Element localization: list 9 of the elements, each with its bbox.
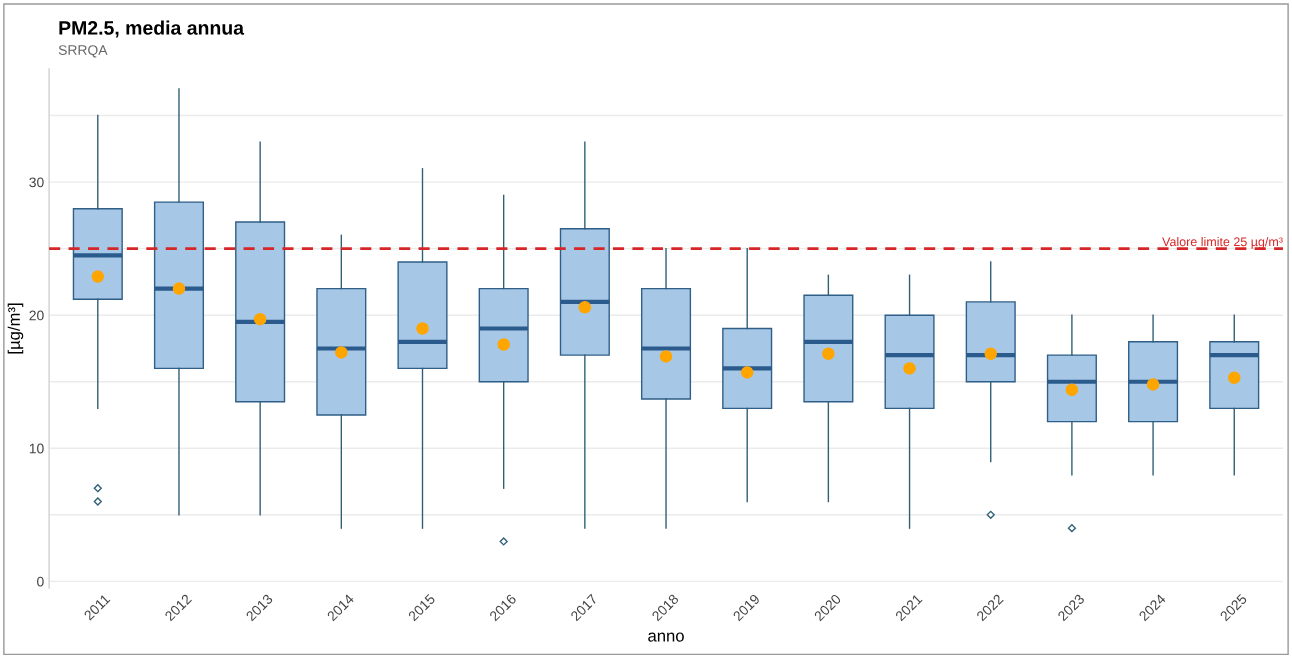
y-tick-label: 20 [29,310,44,321]
y-tick-label: 30 [29,177,44,188]
chart-title: PM2.5, media annua [59,20,245,38]
x-axis-title: anno [648,632,684,642]
y-tick-label: 0 [37,576,44,587]
y-axis-title: [µg/m³] [7,303,24,354]
chart-subtitle: SRRQA [58,45,108,58]
ref-line-label: Valore limite 25 µg/m³ [1162,237,1283,249]
y-tick-label: 10 [29,443,44,454]
